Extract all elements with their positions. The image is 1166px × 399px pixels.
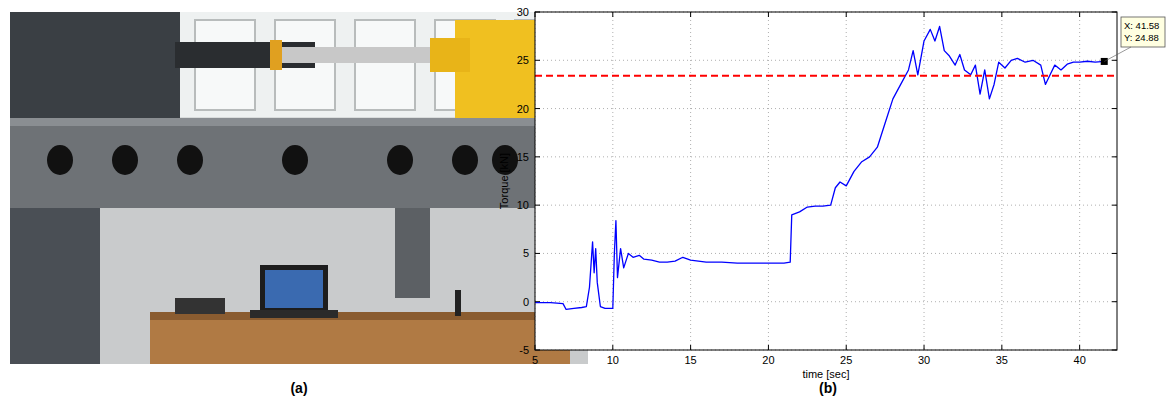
tick-y [1112,156,1117,157]
tick-label-y: 15 [517,151,529,163]
tick-x [612,345,613,350]
tick-x [1079,345,1080,350]
tick-label-x: 5 [532,354,538,366]
tick-x [690,12,691,17]
laptop-base [250,310,338,318]
y-axis-label: Torque [kN] [498,153,510,209]
tick-label-y: 30 [517,6,529,18]
plot-area [535,12,1117,350]
plot-frame [535,12,1117,350]
tick-x [1001,345,1002,350]
beam-hole [282,145,308,175]
datatip-pointer [1104,47,1131,61]
machine-base [10,208,100,364]
tick-x [846,12,847,17]
grid-line-x [924,12,925,350]
chart: 5 10 15 20 25 30 35 40 -5 0 5 10 15 20 25 30 X: 41.58Y: … [498,6,1165,380]
window-pane [355,20,415,110]
tick-x [768,345,769,350]
laptop-screen [260,265,328,313]
tick-y [535,60,540,61]
tick-x [690,345,691,350]
daq-box [175,298,225,314]
floor [10,208,588,364]
table [150,318,570,364]
grid-line-x [768,12,769,350]
tick-y [535,108,540,109]
grid-line-y [535,253,1117,254]
figure: (a) (b) 5 10 15 20 25 30 35 40 -5 0 5 10 15 20 25 30 X: 41… [0,0,1166,399]
tick-x [612,12,613,17]
grid-line-y [535,156,1117,157]
beam-hole [177,145,203,175]
beam-hole [112,145,138,175]
tick-y [1112,60,1117,61]
laptop-display [265,270,323,308]
photo [10,12,588,364]
tick-y [535,156,540,157]
x-axis-label: time [sec] [802,368,849,380]
tick-y [1112,205,1117,206]
tick-y [535,253,540,254]
machine-left [10,12,180,132]
tick-label-x: 35 [996,354,1008,366]
tick-label-x: 30 [918,354,930,366]
datatip-box [1121,17,1165,47]
tick-label-y: 25 [517,54,529,66]
tick-y [1112,108,1117,109]
tick-label-y: -5 [519,344,529,356]
beam-hole [452,145,478,175]
panel-label: (a) [290,380,307,396]
series-line [535,75,1117,77]
tick-label-x: 20 [762,354,774,366]
shaft [282,47,452,63]
photo-background [10,12,588,364]
tick-label-x: 25 [840,354,852,366]
tick-label-x: 40 [1074,354,1086,366]
tick-x [768,12,769,17]
support [395,208,430,298]
data-group [535,26,1117,309]
grid-line-y [535,301,1117,302]
datatip-text: X: 41.58 [1124,20,1159,31]
beam-hole [387,145,413,175]
tick-y [1112,253,1117,254]
tick-label-y: 20 [517,103,529,115]
tick-y [535,205,540,206]
tick-label-y: 0 [523,296,529,308]
machine-right-head [430,38,470,72]
grid-line-y [535,108,1117,109]
grid-line-x [846,12,847,350]
canvas: (a) (b) 5 10 15 20 25 30 35 40 -5 0 5 10 15 20 25 30 X: 41… [0,0,1166,399]
coupling [270,40,282,70]
tick-label-x: 10 [607,354,619,366]
tick-x [924,345,925,350]
tick-label-y: 10 [517,199,529,211]
beam-top [10,118,588,126]
tick-label-x: 15 [684,354,696,366]
tick-x [924,12,925,17]
datatip-text: Y: 24.88 [1124,32,1159,43]
sensor [455,290,461,316]
tick-x [1001,12,1002,17]
grid-line-x [1001,12,1002,350]
series-line [535,26,1104,309]
tick-y [1112,301,1117,302]
tick-label-y: 5 [523,247,529,259]
beam-hole [47,145,73,175]
panel-label: (b) [819,380,837,396]
grid-line-x [690,12,691,350]
tick-x [1079,12,1080,17]
tick-x [846,345,847,350]
